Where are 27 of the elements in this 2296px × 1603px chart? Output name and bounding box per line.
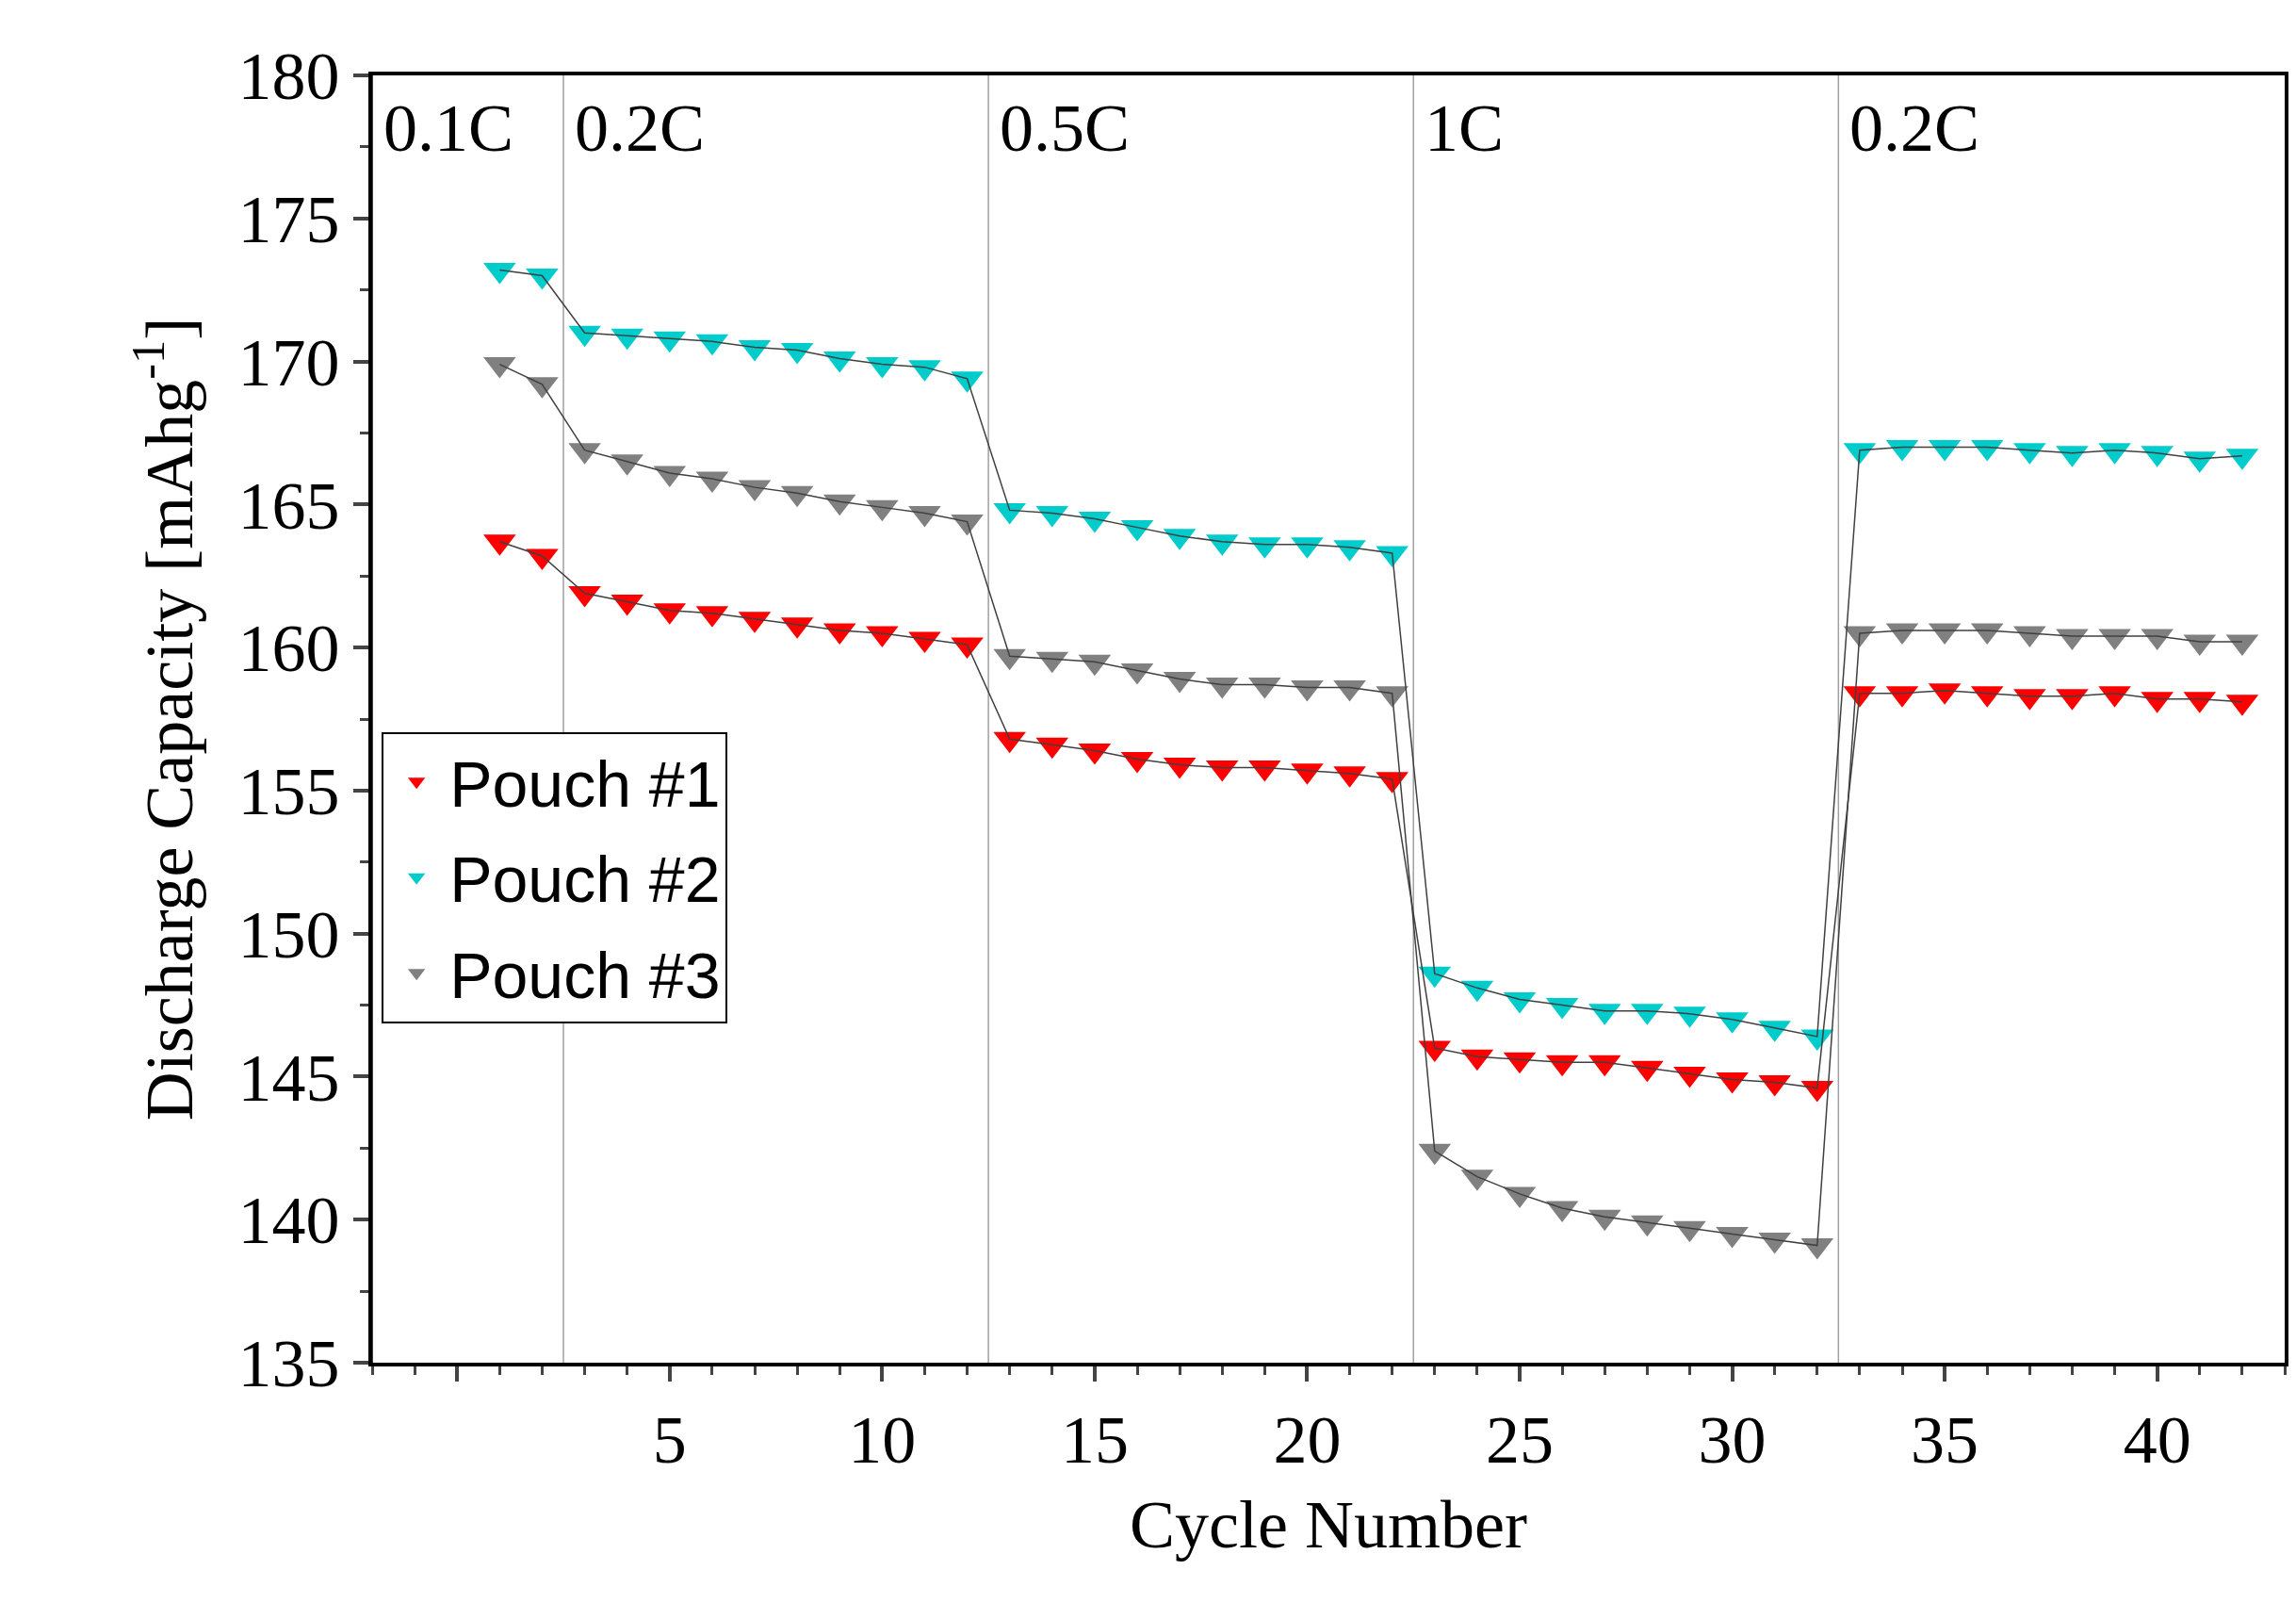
ref-line-label: 0.2C [575,90,706,166]
x-tick-label: 35 [1911,1402,1979,1479]
y-tick-label: 170 [237,324,340,401]
ref-line-label: 1C [1425,90,1505,166]
y-tick-label: 175 [237,181,340,257]
y-tick-label: 180 [237,39,340,115]
x-tick-label: 20 [1273,1402,1342,1479]
y-tick-label: 155 [237,754,340,830]
y-tick-label: 165 [237,467,340,544]
x-tick-label: 30 [1698,1402,1767,1479]
x-tick-label: 5 [652,1402,687,1479]
x-axis-title: Cycle Number [1130,1486,1527,1562]
y-tick-label: 160 [237,611,340,687]
y-tick-label: 150 [237,896,340,973]
y-tick-label: 145 [237,1039,340,1116]
y-tick-label: 140 [237,1183,340,1259]
x-tick-label: 40 [2123,1402,2191,1479]
legend-label: Pouch #1 [449,747,721,820]
legend-label: Pouch #3 [449,939,721,1011]
ref-line-label: 0.5C [1000,90,1131,166]
x-tick-label: 15 [1060,1402,1129,1479]
ref-line-label: 0.2C [1849,90,1980,166]
x-tick-label: 10 [848,1402,917,1479]
y-tick-label: 135 [237,1326,340,1402]
legend-label: Pouch #2 [449,843,721,916]
ref-line-label: 0.1C [383,90,514,166]
x-tick-label: 25 [1486,1402,1554,1479]
